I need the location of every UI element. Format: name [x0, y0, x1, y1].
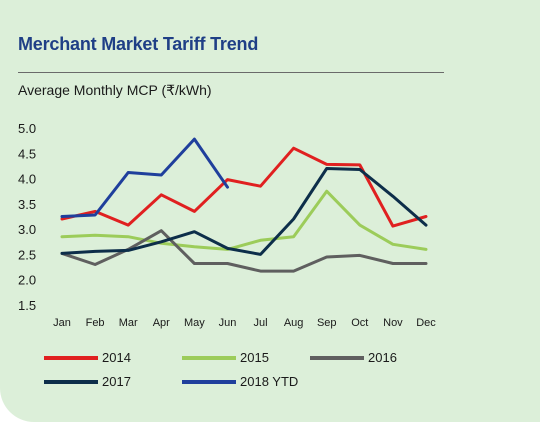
y-tick-label: 5.0	[18, 121, 36, 136]
legend-label: 2017	[102, 374, 131, 389]
series-line-2018-ytd	[60, 137, 229, 218]
y-tick-label: 4.0	[18, 172, 36, 187]
title-divider	[18, 72, 444, 73]
legend-swatch	[44, 356, 98, 360]
legend-swatch	[182, 356, 236, 360]
y-tick-label: 3.5	[18, 197, 36, 212]
x-tick-label: Sep	[317, 317, 337, 329]
x-tick-label: Jan	[53, 317, 71, 329]
x-tick-label: Jul	[254, 317, 268, 329]
legend-swatch	[44, 380, 98, 384]
legend-label: 2014	[102, 350, 131, 365]
x-tick-label: Feb	[86, 317, 105, 329]
x-tick-label: Oct	[351, 317, 368, 329]
legend-label: 2018 YTD	[240, 374, 299, 389]
x-tick-label: Nov	[383, 317, 403, 329]
x-tick-label: May	[184, 317, 205, 329]
series-line-2017	[60, 167, 428, 256]
x-tick-label: Dec	[416, 317, 436, 329]
y-tick-label: 2.5	[18, 247, 36, 262]
y-tick-label: 2.0	[18, 273, 36, 288]
chart-title: Merchant Market Tariff Trend	[18, 34, 259, 54]
y-tick-label: 4.5	[18, 146, 36, 161]
x-tick-label: Aug	[284, 317, 304, 329]
x-tick-label: Jun	[219, 317, 237, 329]
series-line-2015	[60, 189, 428, 251]
legend-label: 2016	[368, 350, 397, 365]
y-tick-label: 3.0	[18, 222, 36, 237]
legend-swatch	[182, 380, 236, 384]
y-tick-label: 1.5	[18, 298, 36, 313]
x-tick-label: Apr	[153, 317, 170, 329]
legend-label: 2015	[240, 350, 269, 365]
legend-swatch	[310, 356, 364, 360]
x-tick-label: Mar	[119, 317, 138, 329]
y-axis-caption: Average Monthly MCP (₹/kWh)	[18, 82, 212, 98]
